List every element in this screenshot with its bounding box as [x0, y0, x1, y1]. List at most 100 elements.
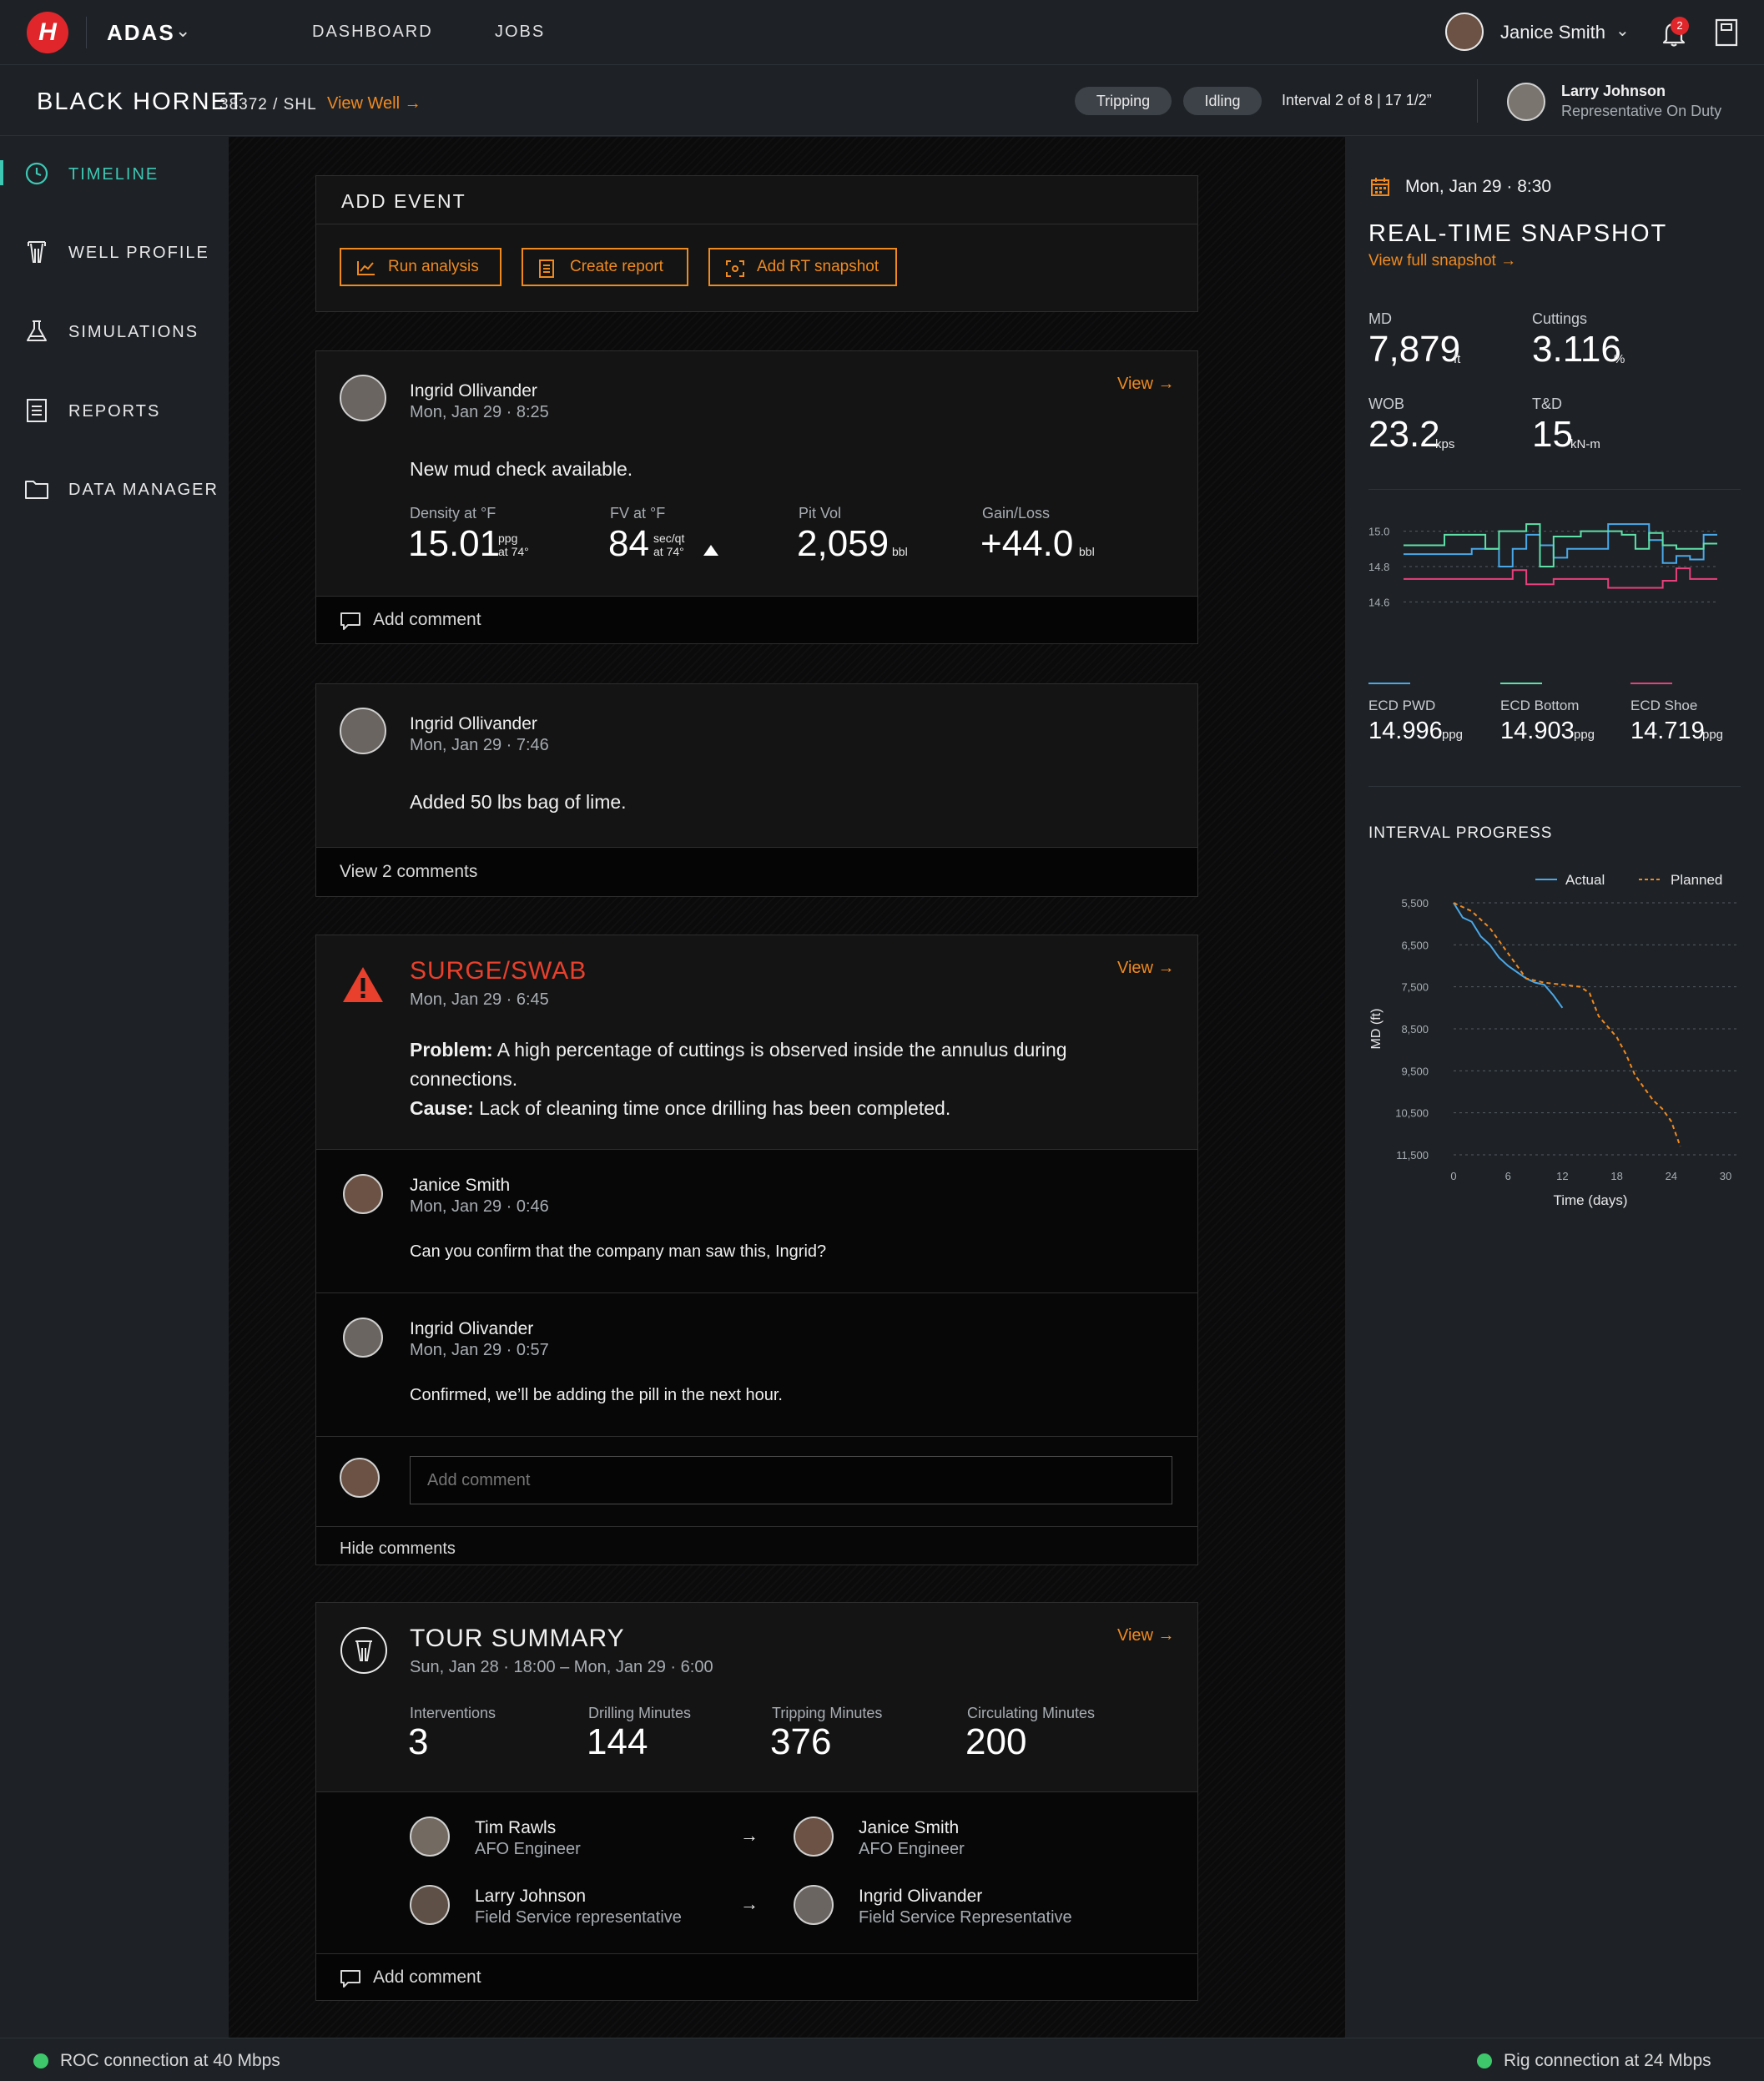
status-pill-tripping[interactable]: Tripping	[1075, 87, 1172, 115]
app-logo[interactable]: H	[27, 12, 68, 53]
metric-value: +44.0	[980, 523, 1074, 564]
metric-value: 23.2	[1368, 414, 1440, 455]
avatar	[343, 1318, 383, 1358]
ecd-shoe-legend-line	[1630, 683, 1672, 684]
interval-progress-title: INTERVAL PROGRESS	[1368, 824, 1553, 842]
y-tick-label: 15.0	[1368, 526, 1389, 538]
view-comments-label: View 2 comments	[340, 862, 478, 881]
calendar-icon	[1371, 178, 1389, 196]
handover-to-name: Janice Smith	[859, 1818, 960, 1837]
well-header: BLACK HORNET 38372 / SHL View Well → Tri…	[0, 66, 1764, 136]
roc-connection-status: ROC connection at 40 Mbps	[60, 2051, 280, 2070]
sidebar-item-simulations[interactable]: SIMULATIONS	[0, 308, 229, 358]
problem-label: Problem:	[410, 1039, 493, 1061]
x-tick-label: 0	[1450, 1170, 1456, 1182]
view-well-link[interactable]: View Well →	[327, 94, 421, 113]
metric-unit: kN-m	[1570, 437, 1600, 451]
nav-jobs[interactable]: JOBS	[495, 23, 546, 41]
tour-summary-dates: Sun, Jan 28 · 18:00 – Mon, Jan 29 · 6:00	[410, 1658, 713, 1676]
metric-label: Density at °F	[410, 505, 496, 522]
sidebar-item-data-manager[interactable]: DATA MANAGER	[0, 466, 229, 516]
divider	[316, 1791, 1197, 1792]
view-event-link[interactable]: View →	[1117, 375, 1175, 393]
chevron-down-icon[interactable]: ⌄	[1615, 22, 1630, 40]
comment-input[interactable]	[410, 1456, 1172, 1504]
series-line-planned	[1453, 902, 1681, 1147]
sidebar-item-label: SIMULATIONS	[68, 323, 199, 341]
sidebar-item-label: TIMELINE	[68, 165, 159, 184]
lime-event-card: Ingrid Ollivander Mon, Jan 29 · 7:46 Add…	[315, 683, 1198, 897]
view-full-snapshot-link[interactable]: View full snapshot →	[1368, 252, 1517, 270]
x-tick-label: 18	[1610, 1170, 1622, 1182]
y-tick-label: 11,500	[1396, 1149, 1429, 1161]
metric-label: Interventions	[410, 1705, 496, 1721]
ecd-label: ECD Bottom	[1500, 698, 1580, 713]
flask-icon	[27, 320, 47, 341]
run-analysis-button[interactable]: Run analysis	[340, 248, 501, 286]
status-pill-idling[interactable]: Idling	[1183, 87, 1262, 115]
view-event-link[interactable]: View →	[1117, 959, 1175, 977]
add-rt-snapshot-button[interactable]: Add RT snapshot	[708, 248, 897, 286]
ecd-value: 14.719	[1630, 718, 1705, 744]
avatar	[1507, 83, 1545, 121]
comment-icon	[340, 1970, 360, 1988]
chevron-down-icon[interactable]: ⌄	[175, 20, 191, 41]
add-comment-label: Add comment	[373, 610, 481, 629]
sidebar-item-label: WELL PROFILE	[68, 244, 209, 262]
representative-name: Larry Johnson	[1561, 83, 1666, 99]
handover-from-name: Larry Johnson	[475, 1887, 587, 1906]
sidebar-item-reports[interactable]: REPORTS	[0, 387, 229, 437]
divider	[316, 1526, 1197, 1527]
view-comments-footer[interactable]: View 2 comments	[316, 847, 1197, 896]
metric-unit: ft	[1454, 352, 1461, 366]
active-indicator	[0, 160, 3, 185]
alert-description: Problem: A high percentage of cuttings i…	[410, 1035, 1144, 1123]
rig-connection-status: Rig connection at 24 Mbps	[1504, 2051, 1711, 2070]
view-event-link[interactable]: View →	[1117, 1626, 1175, 1645]
metric-label: Gain/Loss	[982, 505, 1051, 522]
y-tick-label: 5,500	[1401, 897, 1429, 909]
hide-comments-link[interactable]: Hide comments	[340, 1539, 456, 1558]
report-icon	[539, 259, 554, 278]
add-comment-footer[interactable]: Add comment	[316, 596, 1197, 643]
cause-label: Cause:	[410, 1097, 474, 1119]
handover-to-role: AFO Engineer	[859, 1840, 965, 1858]
surge-swab-alert-card: SURGE/SWAB Mon, Jan 29 · 6:45 View → Pro…	[315, 935, 1198, 1565]
metric-unit: kps	[1435, 437, 1455, 451]
logo-divider	[86, 17, 87, 48]
ecd-label: ECD Shoe	[1630, 698, 1698, 713]
metric-label: WOB	[1368, 396, 1404, 412]
divider	[316, 1292, 1197, 1293]
arrow-right-icon: →	[404, 94, 421, 113]
document-icon[interactable]	[1714, 18, 1739, 47]
ecd-label: ECD PWD	[1368, 698, 1436, 713]
add-rt-snapshot-label: Add RT snapshot	[757, 258, 879, 275]
snapshot-title: REAL-TIME SNAPSHOT	[1368, 220, 1668, 247]
event-message: New mud check available.	[410, 458, 633, 480]
user-menu-name[interactable]: Janice Smith	[1500, 22, 1605, 43]
trend-up-icon	[703, 545, 718, 556]
handover-from-role: Field Service representative	[475, 1908, 682, 1927]
add-comment-footer[interactable]: Add comment	[316, 1953, 1197, 2000]
app-switcher-label[interactable]: ADAS	[107, 20, 175, 45]
alert-title: SURGE/SWAB	[410, 957, 587, 985]
sidebar-item-well-profile[interactable]: WELL PROFILE	[0, 229, 229, 279]
x-tick-label: 6	[1505, 1170, 1511, 1182]
avatar[interactable]	[1445, 13, 1484, 51]
event-message: Added 50 lbs bag of lime.	[410, 791, 627, 813]
create-report-button[interactable]: Create report	[522, 248, 688, 286]
series-line-ecd-bottom	[1404, 523, 1717, 567]
status-bar: ROC connection at 40 Mbps Rig connection…	[0, 2038, 1764, 2081]
report-icon	[27, 399, 47, 422]
tour-summary-card: TOUR SUMMARY Sun, Jan 28 · 18:00 – Mon, …	[315, 1602, 1198, 2001]
metric-value: 3.116	[1532, 329, 1621, 370]
representative-role: Representative On Duty	[1561, 103, 1722, 119]
comment-text: Confirmed, we’ll be adding the pill in t…	[410, 1386, 783, 1404]
metric-value: 84	[608, 523, 649, 564]
sidebar-item-label: DATA MANAGER	[68, 481, 219, 499]
metric-value: 200	[965, 1721, 1027, 1762]
nav-dashboard[interactable]: DASHBOARD	[312, 23, 433, 41]
metric-unit: ppg	[498, 532, 518, 545]
sidebar-item-timeline[interactable]: TIMELINE	[0, 150, 229, 200]
view-well-label[interactable]: View Well	[327, 94, 401, 113]
